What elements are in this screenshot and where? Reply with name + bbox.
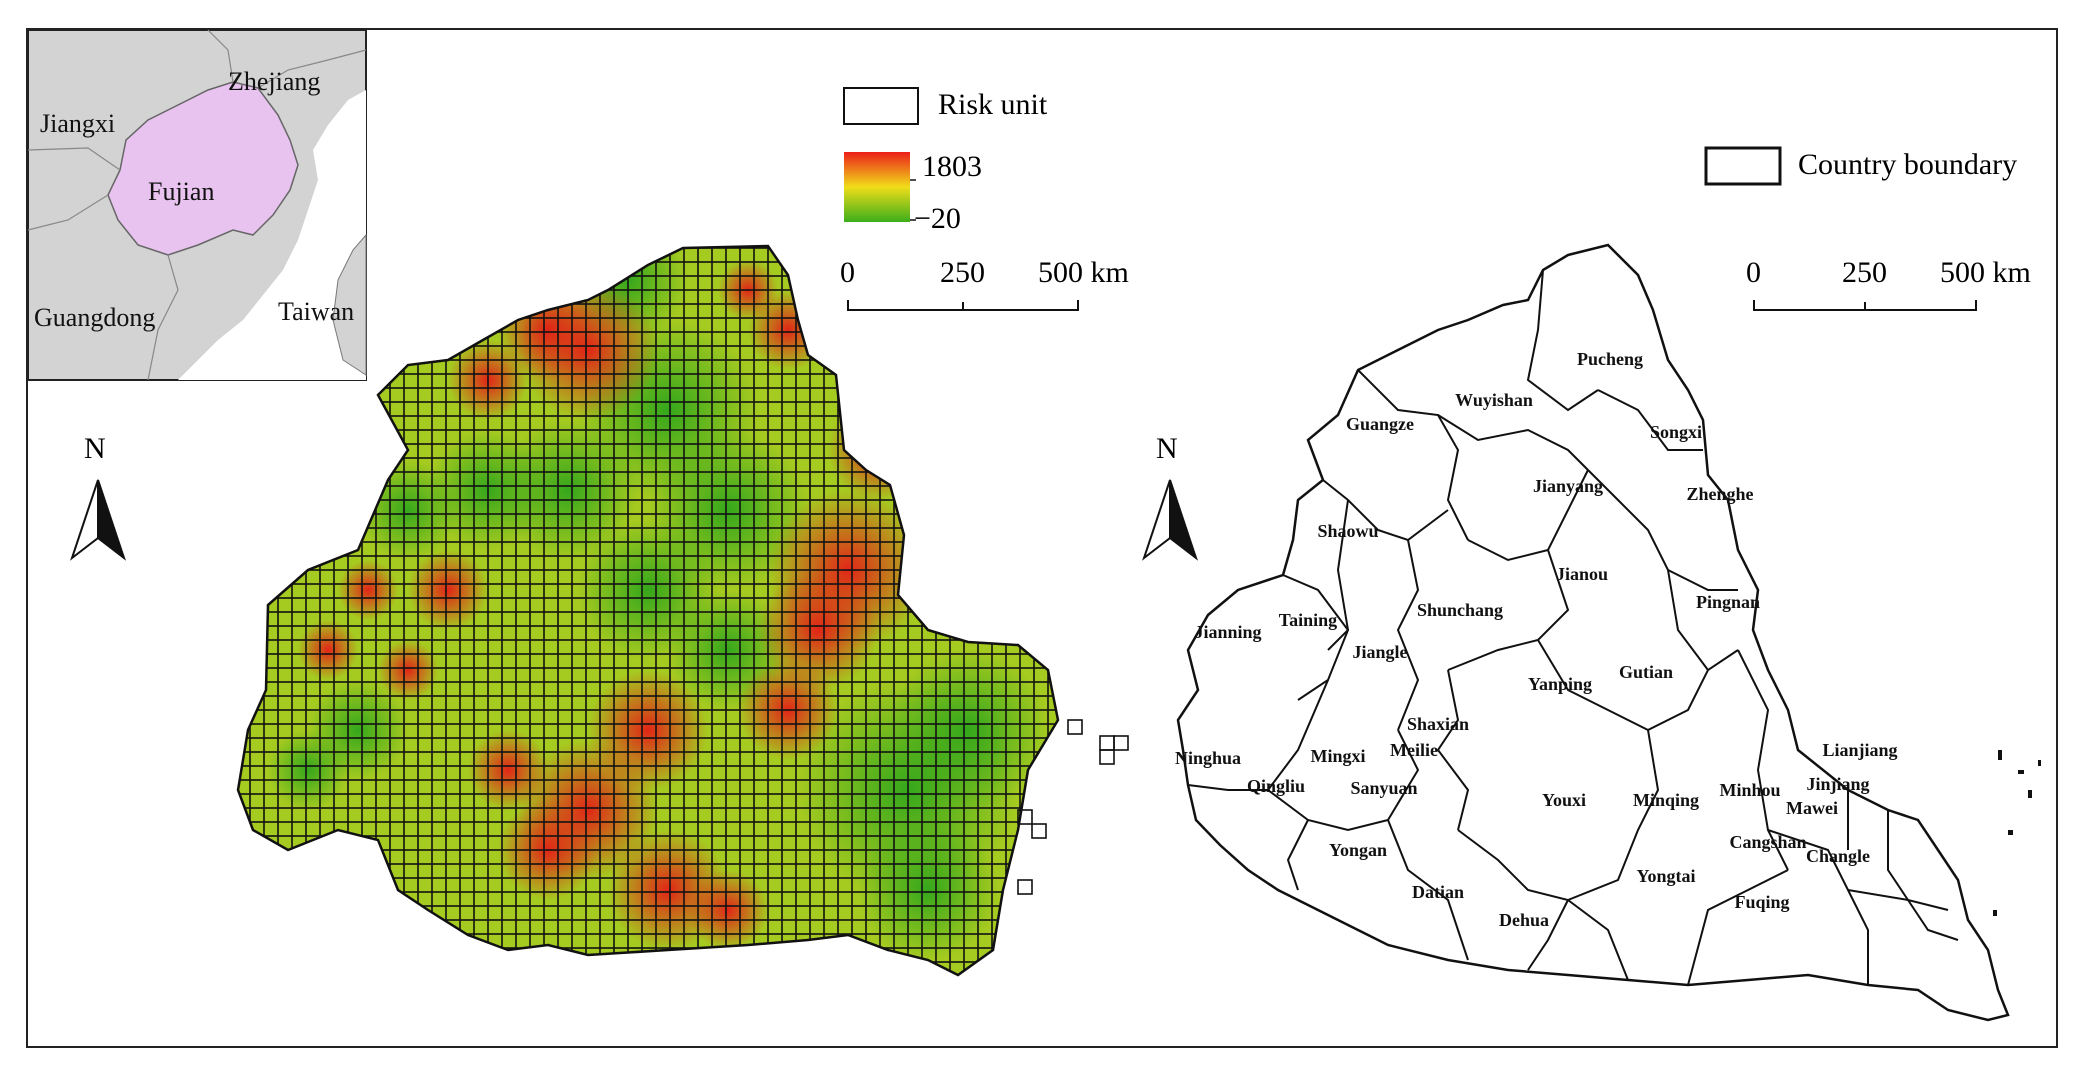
county-label-jianning: Jianning	[1194, 622, 1261, 642]
county-label-minqing: Minqing	[1633, 790, 1699, 810]
risk-unit-map-svg: Jiangxi Zhejiang Fujian Guangdong Taiwan…	[27, 29, 1129, 977]
county-label-pucheng: Pucheng	[1577, 349, 1643, 369]
county-label-qingliu: Qingliu	[1247, 776, 1305, 796]
county-label-jianyang: Jianyang	[1533, 476, 1603, 496]
risk-unit-label: Risk unit	[938, 88, 1048, 121]
county-label-ninghua: Ninghua	[1175, 748, 1241, 768]
county-label-cangshan: Cangshan	[1729, 832, 1806, 852]
county-label-guangze: Guangze	[1346, 414, 1414, 434]
county-map-svg: Pucheng Wuyishan Guangze Songxi Jianyang…	[1142, 146, 2041, 1022]
county-label-minhou: Minhou	[1719, 780, 1780, 800]
risk-unit-map-panel: Jiangxi Zhejiang Fujian Guangdong Taiwan…	[26, 28, 1150, 1048]
county-label-meilie: Meilie	[1390, 740, 1438, 760]
county-label-sanyuan: Sanyuan	[1350, 778, 1417, 798]
svg-text:0: 0	[1746, 256, 1761, 289]
risk-unit-swatch	[843, 87, 919, 125]
risk-map-legend: Risk unit 1803 −20	[843, 87, 1048, 235]
county-labels: Pucheng Wuyishan Guangze Songxi Jianyang…	[1175, 349, 1898, 930]
right-north-arrow: N	[1142, 432, 1198, 561]
county-label-mingxi: Mingxi	[1310, 746, 1365, 766]
county-label-jinjiang: Jinjiang	[1806, 774, 1869, 794]
county-label-shaxian: Shaxian	[1407, 714, 1469, 734]
svg-text:250: 250	[940, 256, 985, 289]
svg-text:500 km: 500 km	[1038, 256, 1129, 289]
county-label-datian: Datian	[1412, 882, 1464, 902]
county-boundaries	[1187, 269, 1959, 986]
county-label-changle: Changle	[1806, 846, 1870, 866]
svg-text:250: 250	[1842, 256, 1887, 289]
county-label-yongtai: Yongtai	[1636, 866, 1695, 886]
county-label-shunchang: Shunchang	[1417, 600, 1503, 620]
inset-label-zhejiang: Zhejiang	[228, 67, 320, 96]
county-label-dehua: Dehua	[1499, 910, 1549, 930]
county-label-pingnan: Pingnan	[1696, 592, 1760, 612]
county-label-lianjiang: Lianjiang	[1822, 740, 1897, 760]
county-label-fuqing: Fuqing	[1734, 892, 1789, 912]
county-map-legend: Country boundary	[1704, 146, 2017, 186]
offshore-cells	[1017, 719, 1129, 895]
county-label-wuyishan: Wuyishan	[1455, 390, 1533, 410]
elevation-color-ramp	[844, 152, 910, 222]
elevation-min-label: −20	[914, 202, 961, 235]
county-label-yanping: Yanping	[1528, 674, 1592, 694]
county-label-jiangle: Jiangle	[1352, 642, 1407, 662]
fujian-highlight	[107, 81, 299, 256]
county-label-yongan: Yongan	[1329, 840, 1387, 860]
elevation-max-label: 1803	[922, 150, 982, 183]
county-label-youxi: Youxi	[1542, 790, 1586, 810]
left-scale-bar: 0 250 500 km	[840, 256, 1129, 311]
risk-unit-outline	[236, 244, 1060, 977]
county-map-panel: Pucheng Wuyishan Guangze Songxi Jianyang…	[1142, 28, 2058, 1048]
svg-text:N: N	[1156, 432, 1178, 465]
county-label-shaowu: Shaowu	[1317, 521, 1378, 541]
county-label-taining: Taining	[1279, 610, 1337, 630]
county-label-songxi: Songxi	[1650, 422, 1702, 442]
inset-label-fujian: Fujian	[148, 177, 214, 206]
svg-text:0: 0	[840, 256, 855, 289]
svg-text:N: N	[84, 432, 106, 465]
county-label-gutian: Gutian	[1619, 662, 1673, 682]
inset-location-map: Jiangxi Zhejiang Fujian Guangdong Taiwan	[27, 29, 367, 381]
county-label-zhenghe: Zhenghe	[1686, 484, 1753, 504]
inset-label-taiwan: Taiwan	[278, 297, 354, 326]
svg-text:500 km: 500 km	[1940, 256, 2031, 289]
left-north-arrow: N	[70, 432, 126, 561]
county-label-mawei: Mawei	[1786, 798, 1838, 818]
county-label-jianou: Jianou	[1556, 564, 1608, 584]
inset-label-jiangxi: Jiangxi	[40, 109, 115, 138]
boundary-label: Country boundary	[1798, 148, 2017, 181]
coastal-islands	[1993, 750, 2041, 916]
boundary-swatch	[1704, 146, 1782, 186]
inset-label-guangdong: Guangdong	[34, 303, 155, 332]
right-scale-bar: 0 250 500 km	[1746, 256, 2031, 311]
